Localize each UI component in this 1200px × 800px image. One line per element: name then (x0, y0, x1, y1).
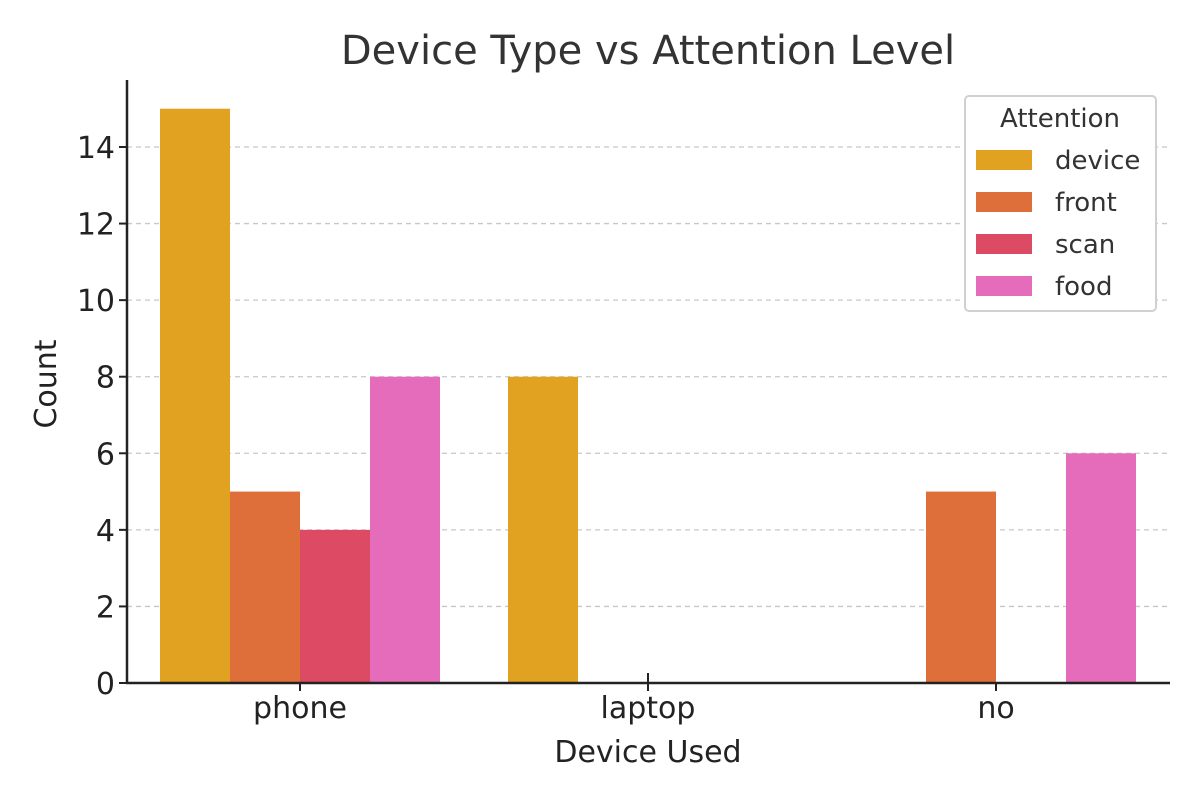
y-tick-label: 8 (96, 361, 115, 396)
legend-label-front: front (1055, 188, 1117, 218)
y-tick-label: 14 (77, 131, 115, 166)
bar-scan-phone (300, 529, 370, 683)
legend-label-food: food (1055, 272, 1112, 302)
y-tick-label: 0 (96, 667, 115, 702)
legend-swatch-device (976, 150, 1032, 170)
bar-device-laptop (508, 376, 578, 683)
legend: Attention device front scan food (964, 95, 1157, 312)
x-axis-label: Device Used (554, 735, 741, 770)
legend-frame (964, 95, 1157, 312)
x-tick-label: phone (253, 691, 347, 726)
bar-front-no (926, 491, 996, 683)
chart-title: Device Type vs Attention Level (341, 28, 955, 74)
legend-swatch-scan (976, 234, 1032, 254)
y-tick-label: 4 (96, 514, 115, 549)
y-tick-label: 10 (77, 284, 115, 319)
y-tick-label: 2 (96, 590, 115, 625)
y-axis-label: Count (29, 339, 64, 428)
bar-food-phone (370, 376, 440, 683)
legend-label-device: device (1055, 146, 1140, 176)
y-tick-label: 6 (96, 437, 115, 472)
ticks: 0 2 4 6 8 10 12 14 phone laptop no (77, 131, 1015, 726)
bar-food-no (1066, 453, 1136, 683)
legend-label-scan: scan (1055, 230, 1115, 260)
y-tick-label: 12 (77, 208, 115, 243)
legend-swatch-front (976, 192, 1032, 212)
x-tick-label: no (977, 691, 1014, 726)
legend-title: Attention (1000, 104, 1120, 134)
x-tick-label: laptop (601, 691, 696, 726)
bar-front-phone (230, 491, 300, 683)
legend-swatch-food (976, 276, 1032, 296)
bars (160, 108, 1136, 683)
bar-device-phone (160, 108, 230, 683)
